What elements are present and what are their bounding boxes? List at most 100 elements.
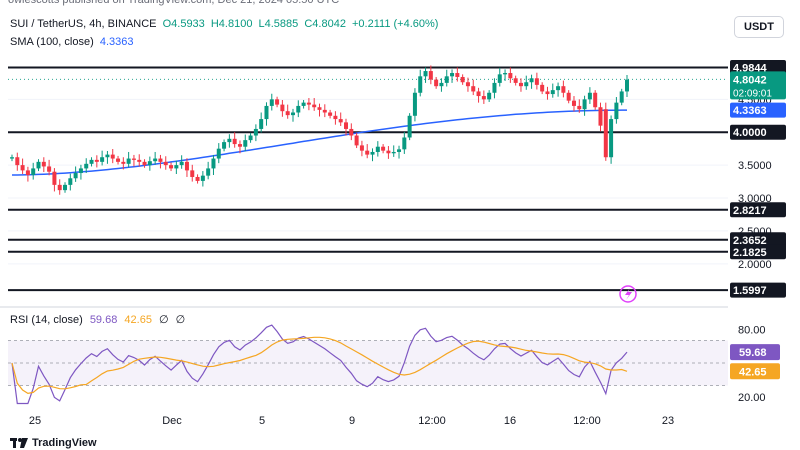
change-value: +0.2111 (+4.60%) bbox=[352, 18, 439, 30]
candle-body bbox=[243, 140, 248, 147]
candle-body bbox=[534, 78, 539, 85]
candle-body bbox=[428, 71, 433, 80]
price-badges: 4.98444.00002.82172.36522.18251.59974.80… bbox=[730, 59, 786, 298]
candle-body bbox=[375, 146, 380, 152]
level-badge-label: 2.8217 bbox=[733, 205, 767, 217]
rsi-legend[interactable]: RSI (14, close) 59.68 42.65 ∅ ∅ bbox=[10, 313, 189, 326]
sma-curve bbox=[12, 109, 627, 176]
candle-body bbox=[285, 111, 290, 116]
candle-body bbox=[354, 135, 359, 146]
level-lines bbox=[8, 66, 728, 292]
candle-body bbox=[386, 150, 391, 154]
rsi-lines bbox=[11, 324, 628, 405]
candle-body bbox=[110, 154, 115, 159]
candle-body bbox=[105, 154, 110, 158]
candle-body bbox=[137, 159, 142, 162]
time-tick-label: 25 bbox=[29, 415, 41, 427]
rsi-empty-2: ∅ bbox=[175, 314, 186, 326]
level-badge-label: 1.5997 bbox=[733, 285, 767, 297]
candle-body bbox=[57, 184, 62, 191]
candle-body bbox=[200, 175, 205, 181]
candle-body bbox=[264, 105, 269, 120]
candle-body bbox=[566, 92, 571, 101]
candle-body bbox=[169, 165, 174, 169]
candle-body bbox=[100, 157, 105, 162]
candle-body bbox=[179, 161, 184, 166]
candle-body bbox=[121, 161, 126, 164]
candle-body bbox=[556, 86, 561, 91]
candle-body bbox=[614, 102, 619, 120]
candle-body bbox=[444, 76, 449, 83]
time-axis[interactable]: 25 Dec 5 9 12:00 16 12:00 23 bbox=[29, 415, 674, 427]
candle-body bbox=[540, 84, 545, 92]
candle-body bbox=[78, 168, 83, 174]
candle-body bbox=[68, 178, 73, 185]
candle-body bbox=[503, 73, 508, 75]
price-grid bbox=[8, 98, 728, 265]
time-tick-label: 5 bbox=[259, 415, 265, 427]
low-value: L4.5885 bbox=[258, 18, 299, 30]
candle-body bbox=[492, 82, 497, 93]
price-tick-label: 2.0000 bbox=[738, 259, 772, 271]
candle-body bbox=[259, 119, 264, 129]
candle-body bbox=[418, 76, 423, 93]
candle-body bbox=[593, 92, 598, 108]
level-badge-bg bbox=[730, 232, 786, 248]
candle-body bbox=[41, 161, 46, 167]
symbol-name[interactable]: SUI / TetherUS, 4h, BINANCE bbox=[10, 18, 157, 30]
candle-body bbox=[296, 105, 301, 113]
candle-body bbox=[253, 128, 258, 136]
candle-body bbox=[126, 158, 131, 164]
time-tick-label: 12:00 bbox=[573, 415, 601, 427]
candle-body bbox=[174, 165, 179, 169]
candle-body bbox=[73, 173, 78, 179]
candle-body bbox=[476, 91, 481, 97]
level-badge-label: 2.1825 bbox=[733, 247, 767, 259]
candle-body bbox=[142, 161, 147, 166]
sma-legend[interactable]: SMA (100, close) 4.3363 bbox=[10, 36, 136, 48]
candle-body bbox=[434, 79, 439, 87]
candle-body bbox=[619, 91, 624, 103]
sma-badge-label: 4.3363 bbox=[733, 105, 767, 117]
candle-body bbox=[609, 119, 614, 158]
symbol-legend: SUI / TetherUS, 4h, BINANCE O4.5933 H4.8… bbox=[10, 18, 441, 30]
candle-body bbox=[397, 149, 402, 152]
candle-body bbox=[147, 161, 152, 166]
candle-body bbox=[545, 91, 550, 95]
rsi-badge-label: 59.68 bbox=[739, 347, 767, 359]
rsi-axis[interactable]: 80.00 20.00 59.68 42.65 bbox=[730, 324, 780, 404]
candle-body bbox=[275, 99, 280, 105]
candle-body bbox=[211, 158, 216, 169]
candle-body bbox=[94, 159, 99, 162]
candle-body bbox=[163, 161, 168, 166]
candle-body bbox=[513, 78, 518, 83]
candle-body bbox=[227, 138, 232, 143]
tradingview-icon bbox=[10, 438, 28, 448]
candle-body bbox=[391, 151, 396, 154]
candle-body bbox=[550, 90, 555, 95]
lightning-alert-icon[interactable] bbox=[619, 285, 637, 303]
candle-body bbox=[603, 109, 608, 158]
current-price-badge-bg bbox=[730, 71, 786, 100]
candle-body bbox=[63, 184, 68, 191]
candle-body bbox=[15, 157, 20, 166]
candle-body bbox=[216, 148, 221, 159]
candle-body bbox=[524, 82, 529, 87]
open-value: O4.5933 bbox=[162, 18, 205, 30]
currency-button[interactable]: USDT bbox=[734, 16, 784, 38]
rsi-line bbox=[11, 324, 628, 405]
candle-body bbox=[529, 78, 534, 83]
current-price-label: 4.8042 bbox=[733, 74, 767, 86]
candle-body bbox=[52, 171, 57, 185]
candle-body bbox=[89, 159, 94, 164]
candle-body bbox=[158, 158, 163, 162]
candle-body bbox=[450, 73, 455, 77]
candle-body bbox=[561, 86, 566, 93]
candle-body bbox=[471, 86, 476, 92]
sma-label: SMA (100, close) bbox=[10, 36, 94, 48]
price-tick-label: 3.5000 bbox=[738, 160, 772, 172]
candle-body bbox=[47, 166, 52, 172]
sma-line bbox=[12, 109, 627, 176]
candle-body bbox=[184, 161, 189, 171]
